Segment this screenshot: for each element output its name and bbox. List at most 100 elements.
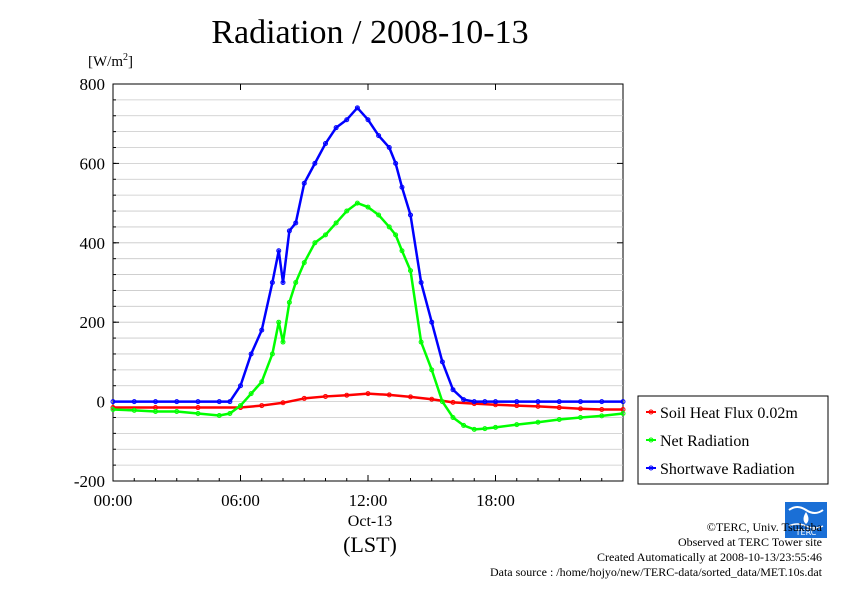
y-tick-label: 400 xyxy=(80,234,106,253)
data-point xyxy=(556,399,562,405)
credits-block: ©TERC, Univ. Tsukuba Observed at TERC To… xyxy=(490,520,822,580)
data-point xyxy=(312,240,318,246)
series-line-2 xyxy=(113,106,623,403)
data-point xyxy=(376,133,382,139)
data-point xyxy=(493,399,498,405)
copyright-text: ©TERC, Univ. Tsukuba xyxy=(706,520,822,534)
legend-box xyxy=(637,395,829,485)
series-line-0 xyxy=(113,392,623,411)
data-point xyxy=(276,248,282,254)
unit-superscript: 2 xyxy=(123,52,128,63)
data-point xyxy=(280,339,286,345)
data-point xyxy=(365,391,371,397)
data-point xyxy=(399,248,405,254)
data-point xyxy=(482,399,488,405)
data-point xyxy=(386,392,392,398)
created-text: Created Automatically at 2008-10-13/23:5… xyxy=(597,550,822,564)
data-point xyxy=(365,117,371,123)
x-tick-label: 00:00 xyxy=(94,491,133,510)
data-point xyxy=(248,391,254,397)
data-point xyxy=(195,411,201,417)
data-point xyxy=(599,413,605,419)
data-point xyxy=(153,409,158,415)
data-point xyxy=(238,383,243,389)
data-point xyxy=(354,200,360,206)
data-point xyxy=(312,160,318,166)
logo-text: TERC xyxy=(795,528,817,537)
legend-marker xyxy=(648,465,654,471)
legend-marker xyxy=(648,409,654,415)
data-point xyxy=(110,399,116,405)
unit-suffix: ] xyxy=(128,54,133,70)
y-tick-label: 800 xyxy=(80,75,106,94)
data-point xyxy=(323,393,328,399)
data-point xyxy=(153,399,158,405)
data-point xyxy=(535,403,541,409)
data-point xyxy=(429,367,435,373)
y-axis-unit-label: [W/m2] xyxy=(88,52,133,71)
data-point xyxy=(439,399,445,405)
data-point xyxy=(259,379,265,385)
data-point xyxy=(259,403,265,409)
plot-area xyxy=(112,83,624,482)
data-point xyxy=(461,422,467,428)
data-point xyxy=(174,399,180,405)
x-axis-title: (LST) xyxy=(343,532,397,557)
data-point xyxy=(408,212,413,218)
data-point xyxy=(535,419,541,425)
data-point xyxy=(578,406,583,412)
y-tick-label: 600 xyxy=(80,154,106,173)
x-tick-label: 12:00 xyxy=(349,491,388,510)
data-point xyxy=(418,339,424,345)
data-point xyxy=(493,424,498,430)
series-line-1 xyxy=(112,201,624,431)
data-point xyxy=(514,422,520,428)
data-point xyxy=(620,399,626,405)
data-point xyxy=(259,327,265,333)
data-point xyxy=(620,411,626,417)
data-point xyxy=(461,397,467,403)
data-point xyxy=(323,232,328,238)
x-axis-date-label: Oct-13 xyxy=(347,513,393,530)
data-point xyxy=(276,319,282,325)
data-point xyxy=(216,399,222,405)
data-point xyxy=(376,212,382,218)
data-point xyxy=(514,399,520,405)
data-point xyxy=(399,184,405,190)
data-point xyxy=(354,105,360,111)
data-point xyxy=(269,280,275,285)
data-point xyxy=(471,426,477,432)
terc-logo: TERC xyxy=(785,502,827,538)
data-point xyxy=(386,145,392,151)
data-point xyxy=(535,399,541,405)
data-point xyxy=(301,180,307,186)
unit-prefix: [W/m xyxy=(88,54,123,70)
data-point xyxy=(386,224,392,230)
chart-title: Radiation / 2008-10-13 xyxy=(211,14,529,51)
y-tick-label: 200 xyxy=(80,313,106,332)
data-point xyxy=(280,400,286,406)
data-point xyxy=(393,160,399,166)
data-point xyxy=(393,232,399,238)
y-tick-label: -200 xyxy=(74,472,105,491)
data-point xyxy=(195,399,201,405)
data-point xyxy=(286,299,292,305)
data-point xyxy=(482,426,488,432)
data-point xyxy=(556,405,562,411)
data-point xyxy=(408,394,413,400)
data-point xyxy=(227,411,233,417)
data-point xyxy=(293,280,299,285)
data-point xyxy=(556,416,562,422)
data-point xyxy=(293,220,299,226)
data-point xyxy=(408,268,413,274)
data-point xyxy=(110,407,116,413)
observed-text: Observed at TERC Tower site xyxy=(677,535,822,549)
legend-label: Soil Heat Flux 0.02m xyxy=(660,405,798,422)
data-point xyxy=(227,399,233,405)
data-point xyxy=(418,280,424,285)
data-point xyxy=(599,399,605,405)
data-point xyxy=(238,403,243,409)
data-point xyxy=(131,399,137,405)
source-text: Data source : /home/hojyo/new/TERC-data/… xyxy=(489,565,822,579)
